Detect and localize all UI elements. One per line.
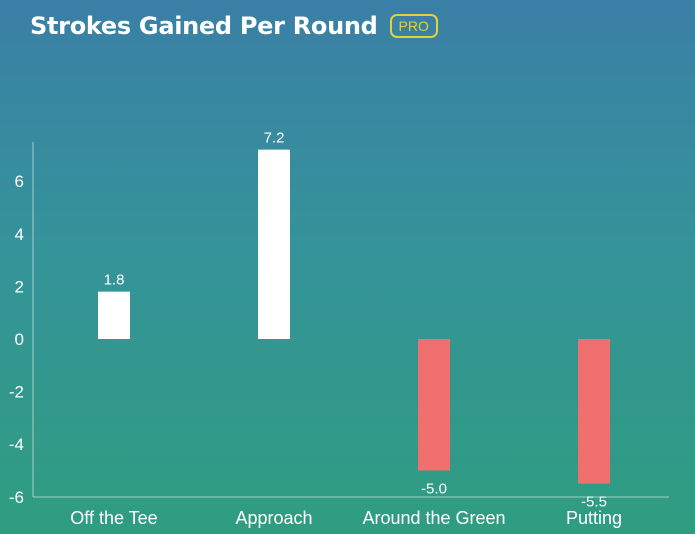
bar-value-label: 7.2 [264,130,285,147]
y-tick-label: 0 [15,330,24,349]
y-tick-label: -2 [9,383,24,402]
chart-header: Strokes Gained Per Round PRO [30,12,438,40]
x-category-label: Putting [566,508,622,528]
bar-value-label: -5.0 [421,481,447,498]
pro-badge[interactable]: PRO [389,14,438,38]
bar[interactable] [418,339,450,471]
y-tick-label: -6 [9,488,24,507]
bar[interactable] [578,339,610,484]
bar[interactable] [98,291,130,339]
y-tick-label: -4 [9,435,24,454]
x-category-label: Approach [235,508,312,528]
bar[interactable] [258,149,290,339]
x-category-label: Around the Green [362,508,505,528]
y-tick-label: 4 [15,225,24,244]
chart-title: Strokes Gained Per Round [30,12,378,40]
bar-value-label: -5.5 [581,494,607,511]
y-tick-label: 2 [15,277,24,296]
x-category-label: Off the Tee [70,508,157,528]
y-tick-label: 6 [15,172,24,191]
bar-value-label: 1.8 [104,272,125,289]
